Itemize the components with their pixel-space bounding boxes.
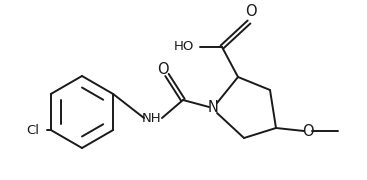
Text: O: O <box>245 4 257 19</box>
Text: HO: HO <box>174 40 194 53</box>
Text: Cl: Cl <box>26 123 39 136</box>
Text: NH: NH <box>142 112 162 125</box>
Text: O: O <box>302 123 314 138</box>
Text: O: O <box>157 62 169 78</box>
Text: N: N <box>208 100 218 114</box>
